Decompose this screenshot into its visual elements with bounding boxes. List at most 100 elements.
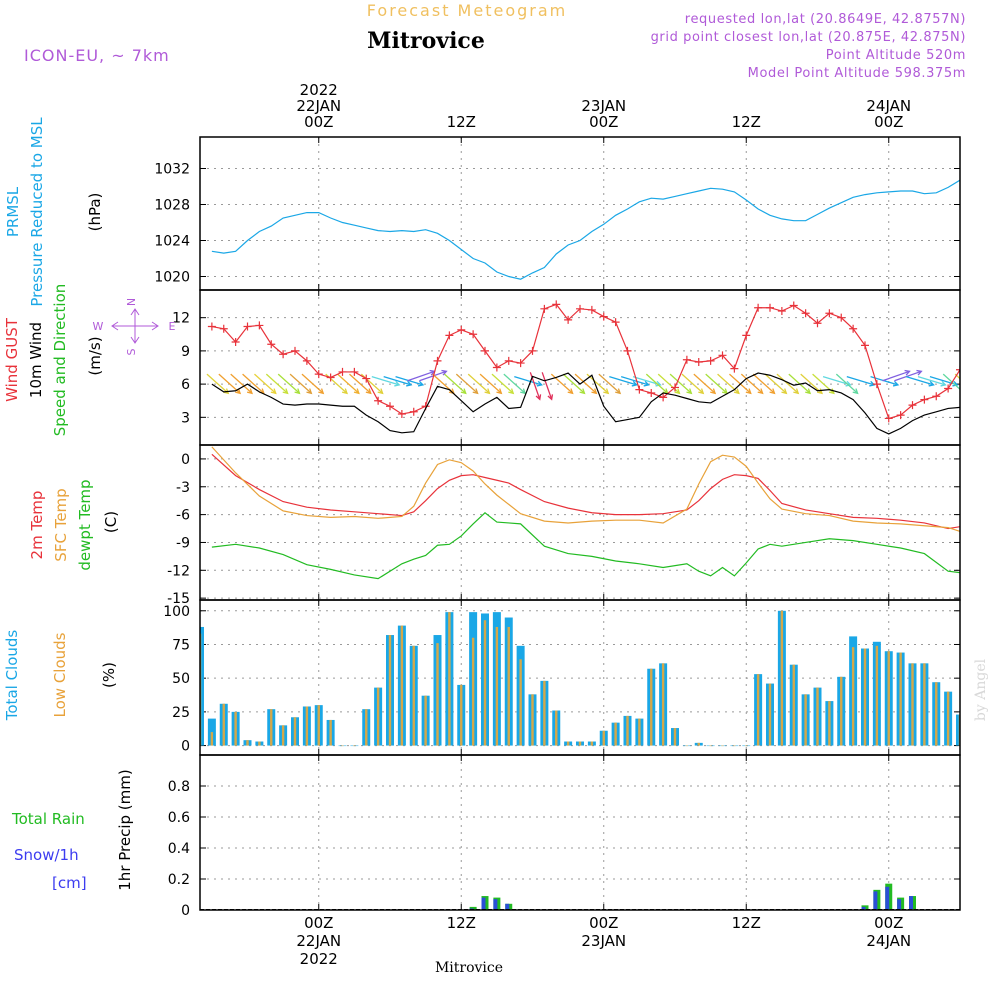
wind-direction-arrow <box>242 373 265 394</box>
snow-bar <box>493 899 498 910</box>
y-tick-label: 100 <box>163 604 190 620</box>
low-cloud-bar <box>341 745 344 747</box>
wind-arrowhead <box>845 380 852 387</box>
gust-marker <box>564 315 573 324</box>
gust-marker <box>338 367 347 376</box>
wind-arrowhead <box>631 380 638 387</box>
y-tick-label: -9 <box>176 535 190 551</box>
low-cloud-bar <box>721 745 724 747</box>
wind-direction-arrow <box>349 373 372 394</box>
gust-marker <box>279 350 288 359</box>
clouds-unit-label: (%) <box>100 662 118 688</box>
gust-marker <box>397 410 406 418</box>
low-cloud-bar <box>971 737 973 745</box>
low-cloud-bar <box>281 725 285 746</box>
low-cloud-bar <box>875 645 879 746</box>
wind-arrowhead <box>318 388 325 395</box>
wind-arrowhead <box>603 388 610 395</box>
wind-arrowhead <box>484 388 491 395</box>
gust-marker <box>504 356 513 365</box>
gust-marker <box>255 321 264 330</box>
total-cloud-bar <box>956 714 960 746</box>
panel-temperature: 0 -3 -6 -9 -12 -15 <box>167 444 961 607</box>
low-cloud-bar <box>483 620 487 746</box>
gust-marker <box>445 331 454 340</box>
gust-marker <box>861 341 869 350</box>
wind-direction-arrow <box>289 373 312 394</box>
location-title: Mitrovice <box>367 28 485 54</box>
low-cloud-bar <box>840 676 843 746</box>
gust-marker <box>267 340 276 349</box>
wind-direction-arrow <box>444 373 467 394</box>
y-tick-label: 25 <box>172 705 190 721</box>
wind-direction-arrow <box>586 373 609 394</box>
y-tick-label: 3 <box>181 410 190 426</box>
wind-direction-arrow <box>954 373 960 380</box>
wind-direction-arrow <box>657 373 680 394</box>
wind-arrowhead <box>394 380 401 387</box>
total-cloud-bar <box>200 626 204 746</box>
total-cloud-bar <box>968 737 976 745</box>
wind-direction-arrow <box>693 373 716 394</box>
snow-bar <box>873 891 878 910</box>
wind-unit-label: (m/s) <box>86 336 104 375</box>
gust-marker <box>896 411 905 420</box>
low-cloud-bar <box>994 659 996 745</box>
time-label-top: 24JAN <box>866 97 911 115</box>
wind-arrowhead <box>852 388 859 395</box>
low-cloud-bar <box>887 651 890 746</box>
wind-arrowhead <box>916 369 923 376</box>
low-cloud-bar <box>448 612 451 746</box>
wind-arrowhead <box>472 388 479 395</box>
precip-axis-label: 1hr Precip (mm) <box>116 769 134 890</box>
gust-marker <box>813 319 822 328</box>
gust-marker <box>481 346 489 355</box>
gust-marker <box>920 395 929 404</box>
wind-arrowhead <box>643 380 650 387</box>
wind-arrowhead <box>270 388 277 395</box>
model-label: ICON-EU, ~ 7km <box>24 46 170 65</box>
wind-arrowhead <box>674 388 681 395</box>
low-cloud-bar <box>471 637 475 746</box>
wind-direction-arrow <box>991 374 1000 393</box>
low-cloud-bar <box>638 718 641 746</box>
gust-marker <box>766 303 774 312</box>
wind-direction-arrow <box>455 373 479 394</box>
gust-marker <box>659 393 668 402</box>
wind-arrowhead <box>406 380 413 387</box>
wind-arrowhead <box>567 388 574 395</box>
low-cloud-bar <box>388 635 392 746</box>
y-tick-label: 1020 <box>154 270 190 286</box>
gust-marker <box>457 325 466 334</box>
wind-direction-arrow <box>371 376 400 386</box>
gust-marker <box>944 384 953 393</box>
gust-marker <box>884 414 893 423</box>
gust-marker <box>207 322 216 331</box>
gust-marker <box>374 396 383 405</box>
y-tick-label: 1032 <box>154 162 190 178</box>
gust-marker <box>219 324 228 333</box>
wind-direction-arrow <box>740 373 764 394</box>
wind-arrowhead <box>508 388 515 395</box>
low-cloud-bar <box>661 663 665 746</box>
wind-direction-arrow <box>419 370 447 382</box>
series-line-10m-wind <box>211 372 960 435</box>
time-label-bottom: 23JAN <box>581 932 626 950</box>
low-cloud-bar <box>602 730 605 746</box>
wind-direction-arrow <box>681 373 704 394</box>
compass-n: N <box>125 298 138 306</box>
low-cloud-bar <box>460 684 463 746</box>
gust-marker <box>623 346 632 355</box>
wind-direction-arrow <box>645 373 669 394</box>
wind-arrowhead <box>995 389 1000 394</box>
wind-arrowhead <box>757 388 764 395</box>
wind-direction-arrow <box>479 373 502 394</box>
gust-marker <box>599 312 608 321</box>
wind-arrowhead <box>353 388 360 395</box>
low-cloud-bar <box>828 701 831 746</box>
watermark: by Angel <box>973 658 989 721</box>
wind-arrowhead <box>591 388 598 395</box>
y-tick-label: 0 <box>181 903 190 919</box>
wind-arrowhead <box>781 388 788 395</box>
